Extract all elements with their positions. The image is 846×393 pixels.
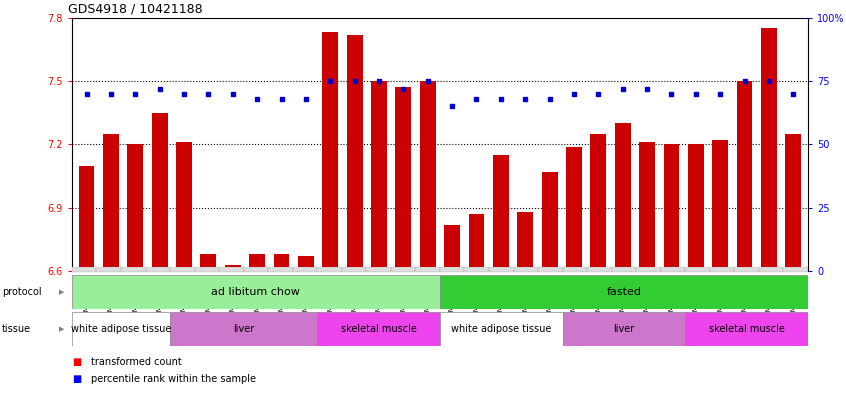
Bar xyxy=(293,267,317,272)
Text: ad libitum chow: ad libitum chow xyxy=(212,287,300,297)
Text: white adipose tissue: white adipose tissue xyxy=(451,324,552,334)
Bar xyxy=(170,312,317,346)
Text: GDS4918 / 10421188: GDS4918 / 10421188 xyxy=(68,3,202,16)
Bar xyxy=(96,267,121,272)
Bar xyxy=(783,267,808,272)
Bar xyxy=(710,267,734,272)
Bar xyxy=(587,267,612,272)
Bar xyxy=(566,147,582,271)
Text: protocol: protocol xyxy=(2,287,41,297)
Bar xyxy=(538,267,563,272)
Bar xyxy=(151,113,168,271)
Bar xyxy=(225,265,240,271)
Bar xyxy=(366,267,391,272)
Bar xyxy=(273,254,289,271)
Bar xyxy=(170,267,195,272)
Bar xyxy=(420,81,436,271)
Bar xyxy=(685,312,808,346)
Bar xyxy=(761,28,777,271)
Text: white adipose tissue: white adipose tissue xyxy=(71,324,171,334)
Bar xyxy=(440,267,464,272)
Bar xyxy=(759,267,783,272)
Text: fasted: fasted xyxy=(607,287,641,297)
Bar xyxy=(563,267,587,272)
Bar xyxy=(640,142,655,271)
Bar xyxy=(440,312,563,346)
Bar xyxy=(469,214,485,271)
Bar xyxy=(317,312,440,346)
Bar xyxy=(688,144,704,271)
Bar xyxy=(121,267,146,272)
Bar xyxy=(298,256,314,271)
Text: ▶: ▶ xyxy=(59,326,64,332)
Bar xyxy=(128,144,143,271)
Bar xyxy=(685,267,710,272)
Bar xyxy=(591,134,607,271)
Bar xyxy=(636,267,661,272)
Text: tissue: tissue xyxy=(2,324,30,334)
Text: liver: liver xyxy=(613,324,634,334)
Bar xyxy=(563,312,685,346)
Bar xyxy=(737,81,752,271)
Text: percentile rank within the sample: percentile rank within the sample xyxy=(91,374,255,384)
Bar xyxy=(347,35,363,271)
Bar xyxy=(663,144,679,271)
Bar xyxy=(195,267,219,272)
Bar xyxy=(244,267,268,272)
Bar xyxy=(493,155,508,271)
Bar xyxy=(464,267,489,272)
Bar xyxy=(785,134,801,271)
Bar xyxy=(734,267,759,272)
Bar xyxy=(79,165,95,271)
Bar xyxy=(342,267,366,272)
Bar xyxy=(103,134,118,271)
Text: ▶: ▶ xyxy=(59,289,64,295)
Bar xyxy=(72,275,440,309)
Bar xyxy=(322,33,338,271)
Text: skeletal muscle: skeletal muscle xyxy=(341,324,416,334)
Bar xyxy=(176,142,192,271)
Bar xyxy=(268,267,293,272)
Bar xyxy=(489,267,514,272)
Bar xyxy=(541,172,558,271)
Bar xyxy=(612,267,636,272)
Bar xyxy=(72,267,96,272)
Bar xyxy=(146,267,170,272)
Bar xyxy=(72,312,170,346)
Bar xyxy=(250,254,265,271)
Text: skeletal muscle: skeletal muscle xyxy=(709,324,784,334)
Bar xyxy=(514,267,538,272)
Text: transformed count: transformed count xyxy=(91,356,181,367)
Bar xyxy=(415,267,440,272)
Bar xyxy=(371,81,387,271)
Text: ■: ■ xyxy=(72,356,81,367)
Bar xyxy=(712,140,728,271)
Bar xyxy=(517,212,533,271)
Bar xyxy=(444,225,460,271)
Bar xyxy=(219,267,244,272)
Bar xyxy=(317,267,342,272)
Bar xyxy=(391,267,415,272)
Bar xyxy=(201,254,217,271)
Bar xyxy=(395,87,411,271)
Text: liver: liver xyxy=(233,324,255,334)
Text: ■: ■ xyxy=(72,374,81,384)
Bar xyxy=(661,267,685,272)
Bar xyxy=(615,123,630,271)
Bar xyxy=(440,275,808,309)
